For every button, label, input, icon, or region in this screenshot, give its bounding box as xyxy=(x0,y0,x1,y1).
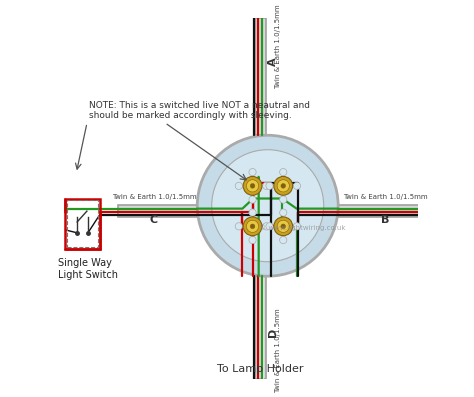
Text: Twin & Earth 1.0/1.5mm: Twin & Earth 1.0/1.5mm xyxy=(343,194,428,200)
Circle shape xyxy=(281,224,286,229)
Text: A: A xyxy=(268,57,278,66)
Text: B: B xyxy=(381,215,389,225)
Polygon shape xyxy=(118,205,197,217)
Circle shape xyxy=(280,196,287,203)
Circle shape xyxy=(235,182,242,189)
Circle shape xyxy=(281,183,286,188)
Text: © www.lightwiring.co.uk: © www.lightwiring.co.uk xyxy=(259,224,345,231)
Circle shape xyxy=(249,168,256,176)
Circle shape xyxy=(249,196,256,203)
Circle shape xyxy=(212,150,324,262)
Text: Twin & Earth 1.0/1.5mm: Twin & Earth 1.0/1.5mm xyxy=(275,308,282,393)
Text: Twin & Earth 1.0/1.5mm: Twin & Earth 1.0/1.5mm xyxy=(275,4,282,89)
Circle shape xyxy=(280,168,287,176)
Circle shape xyxy=(249,237,256,244)
Text: C: C xyxy=(150,215,158,225)
Circle shape xyxy=(263,223,270,230)
Text: NOTE: This is a switched live NOT a neautral and
should be marked accordingly wi: NOTE: This is a switched live NOT a neau… xyxy=(89,101,310,120)
Circle shape xyxy=(243,217,262,236)
Polygon shape xyxy=(338,205,425,217)
Circle shape xyxy=(280,209,287,216)
Circle shape xyxy=(250,224,255,229)
Circle shape xyxy=(274,176,292,195)
Circle shape xyxy=(246,180,259,192)
Text: Twin & Earth 1.0/1.5mm: Twin & Earth 1.0/1.5mm xyxy=(111,194,196,200)
Circle shape xyxy=(250,183,255,188)
Circle shape xyxy=(235,223,242,230)
Circle shape xyxy=(274,217,292,236)
Circle shape xyxy=(197,135,338,276)
Polygon shape xyxy=(255,18,266,135)
Text: Single Way
Light Switch: Single Way Light Switch xyxy=(58,258,118,280)
Circle shape xyxy=(277,220,289,232)
Circle shape xyxy=(243,176,262,195)
Circle shape xyxy=(277,180,289,192)
Circle shape xyxy=(280,237,287,244)
Circle shape xyxy=(246,220,259,232)
Circle shape xyxy=(266,223,273,230)
Circle shape xyxy=(266,182,273,189)
Text: D: D xyxy=(268,328,278,337)
Circle shape xyxy=(293,223,301,230)
Circle shape xyxy=(293,182,301,189)
Circle shape xyxy=(263,182,270,189)
Circle shape xyxy=(249,209,256,216)
Polygon shape xyxy=(255,276,266,379)
Text: To Lamp Holder: To Lamp Holder xyxy=(217,364,304,374)
